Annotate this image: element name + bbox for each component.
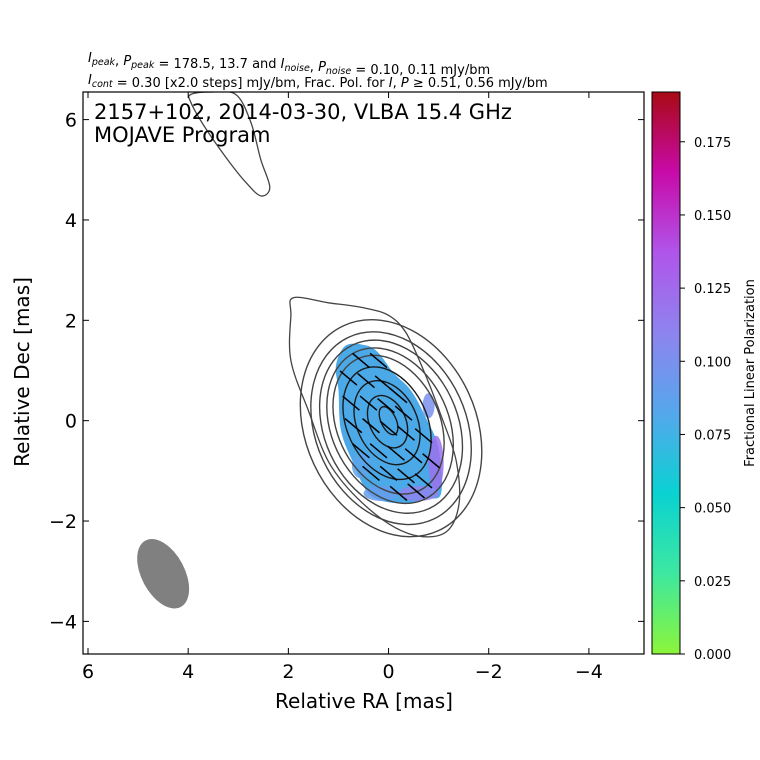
x-tick-label: 4 <box>182 661 194 683</box>
colorbar-ticks: 0.000 0.025 0.050 0.075 0.100 0.125 0.150 0.175 <box>680 136 731 663</box>
polarization-edge-patch <box>428 435 444 491</box>
evpa-vector <box>359 395 378 411</box>
evpa-vector <box>339 370 358 386</box>
evpa-vector <box>362 465 380 482</box>
y-tick-label: 0 <box>65 411 77 433</box>
x-tick-label: 0 <box>382 661 394 683</box>
x-tick-label: −2 <box>475 661 503 683</box>
colorbar <box>651 91 681 655</box>
y-tick-label: −4 <box>49 611 77 633</box>
plot-area <box>137 92 483 609</box>
y-axis-title: Relative Dec [mas] <box>10 277 34 467</box>
evpa-vector <box>404 448 423 464</box>
evpa-vector <box>414 473 433 489</box>
evpa-vector <box>394 405 413 421</box>
x-tick-label: 2 <box>282 661 294 683</box>
evpa-vector <box>389 485 408 502</box>
beam-ellipse <box>137 538 190 609</box>
evpa-vector <box>422 453 441 469</box>
evpa-vector <box>414 428 433 444</box>
plot-title-source: 2157+102, 2014-03-30, VLBA 15.4 GHz <box>94 100 512 124</box>
x-tick-label: 6 <box>82 661 94 683</box>
colorbar-tick-label: 0.025 <box>694 575 731 590</box>
colorbar-tick-label: 0.075 <box>694 428 731 443</box>
colorbar-title: Fractional Linear Polarization <box>743 279 758 467</box>
evpa-vector <box>387 445 405 461</box>
y-tick-label: 4 <box>65 210 77 232</box>
evpa-vector <box>377 397 395 414</box>
header-noise-line: Ipeak, Ppeak = 178.5, 13.7 and Inoise, P… <box>88 51 490 78</box>
colorbar-tick-label: 0.125 <box>694 282 731 297</box>
colorbar-tick-label: 0.000 <box>694 648 731 663</box>
axis-ticks: 6 4 2 0 −2 −4 6 4 2 0 −2 −4 <box>49 92 644 683</box>
evpa-vector <box>379 465 398 482</box>
evpa-vector <box>362 418 380 434</box>
evpa-vector <box>342 395 360 411</box>
contour-outer <box>288 296 461 538</box>
evpa-vector <box>369 443 388 459</box>
plot-frame <box>82 91 645 655</box>
polarization-edge-patch <box>351 453 371 479</box>
evpa-vector <box>352 352 370 369</box>
evpa-vector <box>357 372 375 389</box>
evpa-vector <box>352 443 370 459</box>
header-contour-line: Icont = 0.30 [x2.0 steps] mJy/bm, Frac. … <box>88 73 548 91</box>
evpa-vector <box>344 418 363 434</box>
contour-core-level <box>310 331 472 526</box>
contour-core-level <box>318 339 464 514</box>
evpa-vector <box>397 425 415 441</box>
polarization-edge-patch <box>422 393 435 419</box>
polarization-edge-patch <box>363 485 399 501</box>
contour-northern-feature <box>188 92 271 197</box>
evpa-vector <box>374 375 393 391</box>
evpa-vector <box>389 387 408 404</box>
colorbar-tick-label: 0.100 <box>694 355 731 370</box>
y-tick-label: −2 <box>49 511 77 533</box>
contour-core-level <box>299 319 483 538</box>
evpa-vector <box>379 420 398 436</box>
colorbar-tick-label: 0.050 <box>694 502 731 517</box>
evpa-vector <box>397 468 415 484</box>
contour-core-level <box>342 366 432 481</box>
colorbar-tick-label: 0.175 <box>694 136 731 151</box>
plot-title-program: MOJAVE Program <box>94 123 270 147</box>
x-tick-label: −4 <box>575 661 603 683</box>
y-tick-label: 6 <box>65 110 77 132</box>
contour-core-level <box>326 347 455 505</box>
colorbar-tick-label: 0.150 <box>694 209 731 224</box>
evpa-vector <box>369 352 388 369</box>
y-tick-label: 2 <box>65 310 77 332</box>
x-axis-title: Relative RA [mas] <box>275 689 453 713</box>
evpa-vector <box>407 483 426 499</box>
